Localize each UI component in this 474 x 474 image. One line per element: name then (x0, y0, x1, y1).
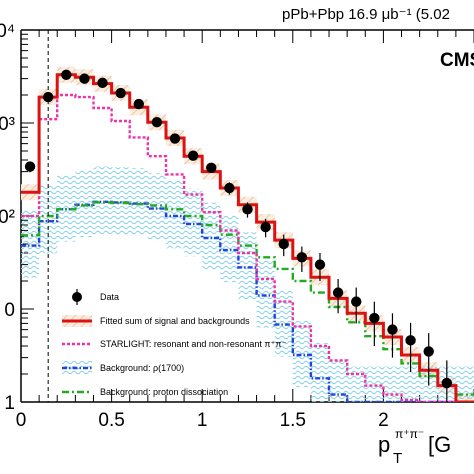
rho-band-area (21, 166, 474, 402)
data-point (115, 87, 126, 99)
data-point (97, 77, 108, 89)
data-point (423, 346, 434, 357)
y-tick-label: 1 (4, 393, 15, 414)
legend-entry: Data (72, 289, 119, 305)
y-tick-label: 0³ (0, 114, 15, 135)
data-point (42, 91, 54, 103)
legend-entry: STARLIGHT: resonant and non-resonant π⁺π… (62, 339, 287, 349)
data-point (296, 252, 308, 263)
data-point (387, 324, 398, 335)
fit-band-area (21, 66, 474, 402)
series-line-3 (21, 201, 474, 396)
data-point (151, 117, 163, 128)
legend-label: Background: ρ(1700) (100, 363, 184, 373)
legend-entry: Background: proton dissociation (62, 387, 228, 397)
data-point (405, 335, 416, 346)
data-point (169, 133, 181, 144)
series-line-2 (21, 200, 474, 402)
legend-entry: Background: ρ(1700) (62, 361, 184, 375)
data-points (24, 69, 453, 402)
x-tick-label: 1 (197, 410, 208, 431)
x-tick-label: 1.5 (280, 410, 306, 431)
data-point (61, 69, 72, 80)
data-point (369, 312, 380, 324)
fit-uncertainty-band (21, 66, 474, 402)
svg-text:[G: [G (428, 432, 451, 457)
data-point (133, 98, 144, 110)
svg-text:T: T (393, 450, 402, 467)
svg-text:p: p (378, 432, 390, 457)
data-point (206, 162, 217, 173)
x-tick-label: 2 (378, 410, 389, 431)
legend-label: Fitted sum of signal and backgrounds (100, 316, 250, 326)
legend-entry: Fitted sum of signal and backgrounds (62, 315, 250, 327)
rho-uncertainty-band (21, 166, 474, 402)
y-tick-label: 0⁴ (0, 21, 15, 42)
header-label: pPb+Pbp 16.9 μb⁻¹ (5.02 (282, 6, 450, 23)
series-layer (21, 73, 474, 402)
y-tick-label: 0 (4, 300, 15, 321)
data-point (351, 296, 362, 307)
legend-label: Data (100, 292, 119, 302)
legend-label: Background: proton dissociation (100, 387, 228, 397)
legend-label: STARLIGHT: resonant and non-resonant π⁺π… (100, 339, 287, 349)
series-line-1 (21, 93, 474, 402)
x-tick-label: 0.5 (98, 410, 124, 431)
legend-symbol-marker (72, 292, 82, 302)
svg-text:π⁺π⁻: π⁺π⁻ (395, 427, 424, 441)
x-tick-labels: 0 0.5 1 1.5 2 (16, 410, 389, 431)
data-point (79, 73, 90, 84)
data-point (187, 150, 199, 161)
data-point (24, 161, 36, 172)
data-point (278, 238, 289, 250)
data-point (332, 287, 344, 298)
x-tick-label: 0 (16, 410, 27, 431)
y-tick-labels: 1 0 0² 0³ 0⁴ (0, 21, 15, 414)
y-tick-label: 0² (0, 207, 15, 228)
cms-label: CMS (440, 50, 474, 71)
data-point (314, 259, 326, 270)
data-point (224, 182, 235, 194)
data-point (242, 204, 253, 215)
data-point (260, 221, 271, 233)
legend: Data Fitted sum of signal and backgrounds… (62, 289, 287, 397)
x-axis-title: p T π⁺π⁻ [G (378, 427, 451, 467)
data-point (441, 377, 453, 389)
